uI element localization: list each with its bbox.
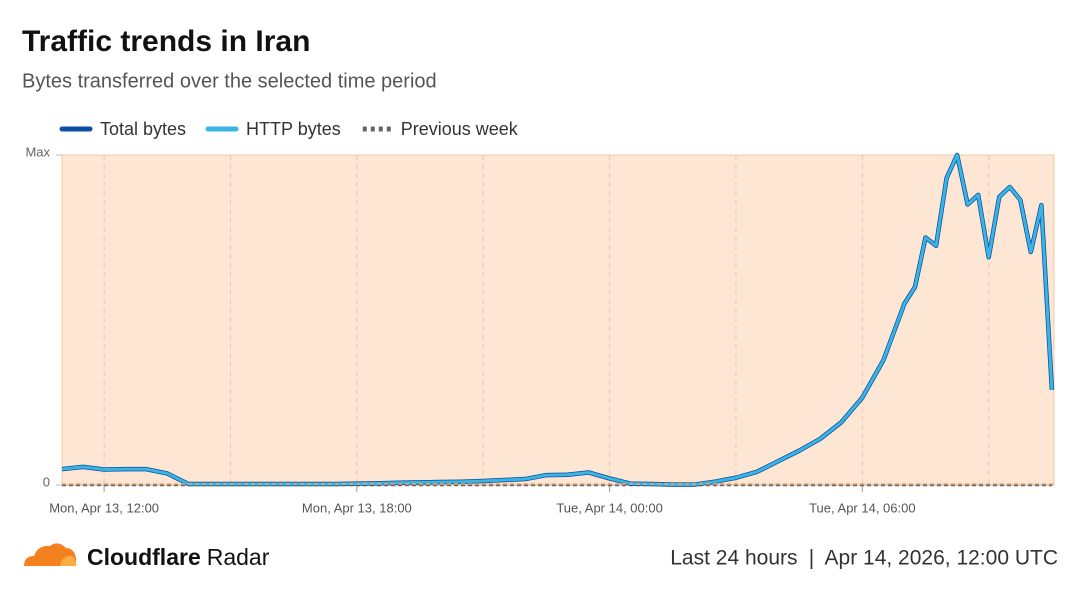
chart-subtitle: Bytes transferred over the selected time… — [22, 70, 437, 92]
logo-cloud-part — [60, 556, 76, 566]
x-tick-label: Mon, Apr 13, 12:00 — [49, 500, 159, 515]
plot-background — [61, 154, 1055, 486]
y-tick-label: 0 — [43, 474, 50, 489]
legend-label: Previous week — [401, 119, 519, 139]
logo — [24, 543, 76, 566]
legend-label: Total bytes — [100, 119, 186, 139]
x-tick-label: Tue, Apr 14, 00:00 — [556, 500, 662, 515]
legend-label: HTTP bytes — [246, 119, 341, 139]
separator: | — [809, 547, 814, 570]
timestamp: Apr 14, 2026, 12:00 UTC — [825, 547, 1058, 570]
product: Radar — [207, 544, 270, 570]
x-tick-label: Mon, Apr 13, 18:00 — [302, 500, 412, 515]
x-tick-label: Tue, Apr 14, 06:00 — [809, 500, 915, 515]
brand: Cloudflare — [87, 544, 201, 570]
chart-title: Traffic trends in Iran — [22, 25, 310, 58]
period: Last 24 hours — [670, 547, 797, 570]
y-tick-label: Max — [25, 144, 50, 159]
legend: Total bytes HTTP bytes Previous week — [59, 119, 519, 139]
